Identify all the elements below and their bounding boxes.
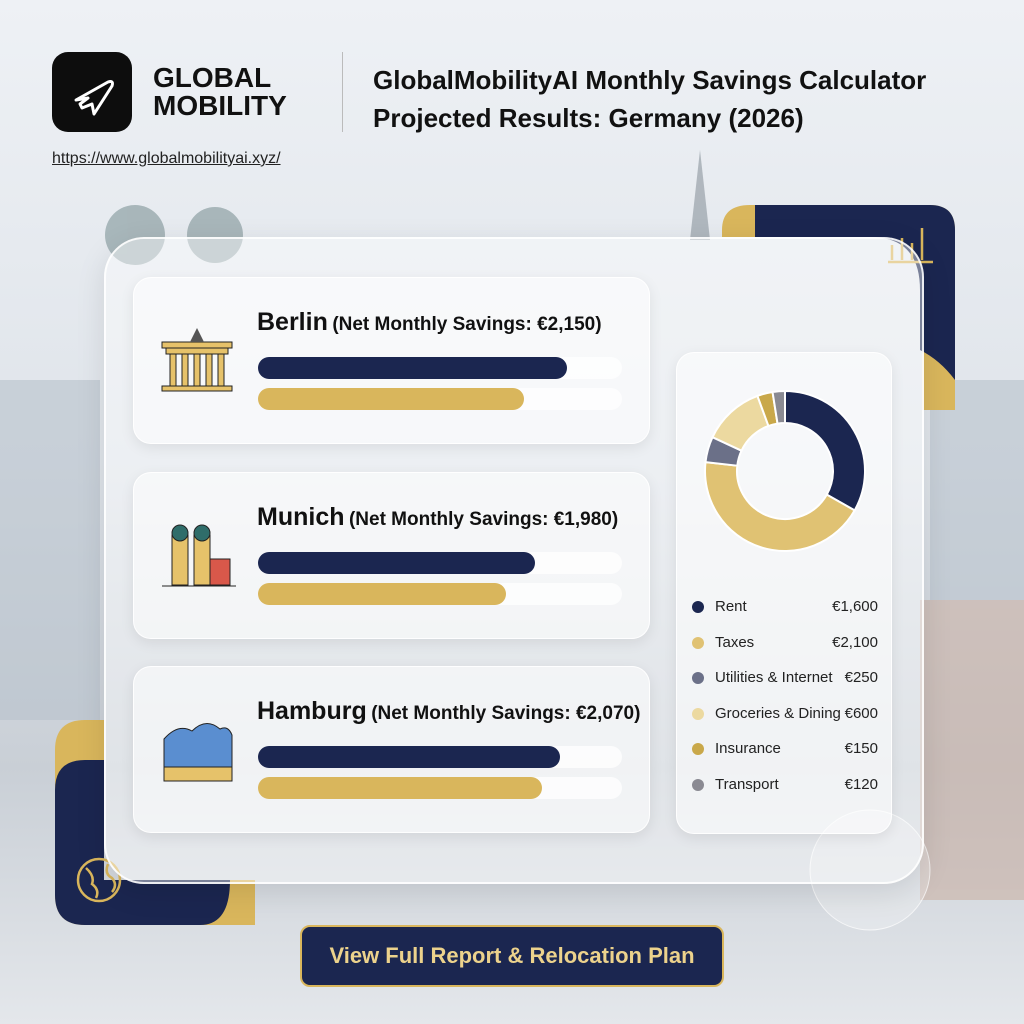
icon-shape xyxy=(165,347,229,355)
icon-shape xyxy=(217,353,225,387)
bar-track xyxy=(258,582,622,605)
report-button[interactable]: View Full Report & Relocation Plan xyxy=(300,925,724,987)
legend-swatch xyxy=(692,601,704,613)
bar xyxy=(258,777,542,799)
legend-name: Utilities & Internet xyxy=(715,669,833,687)
city-name: Berlin xyxy=(257,308,328,336)
legend-name: Insurance xyxy=(715,740,781,758)
city-savings: (Net Monthly Savings: €2,150) xyxy=(332,314,602,335)
legend-swatch xyxy=(692,636,704,649)
bar xyxy=(258,582,506,605)
icon-shape xyxy=(161,341,233,349)
bar-track xyxy=(258,357,622,379)
breakdown-card: Rent €1,600 Taxes €2,100 Utilities & Interne… xyxy=(676,352,892,834)
city-card: Munich (Net Monthly Savings: €1,980) xyxy=(133,471,650,639)
subtitle: Projected Results: Germany (2026) xyxy=(373,103,804,133)
legend-value: €120 xyxy=(844,776,878,793)
icon-shape xyxy=(181,353,189,387)
city-icon xyxy=(161,328,233,392)
legend-name: Transport xyxy=(715,776,779,793)
bar-track xyxy=(258,746,622,768)
legend-row: Utilities & Internet €250 xyxy=(692,668,878,688)
legend-name: Taxes xyxy=(715,633,755,651)
city-heading: Hamburg (Net Monthly Savings: €2,070) xyxy=(257,697,640,726)
city-card: Berlin (Net Monthly Savings: €2,150) xyxy=(133,277,650,444)
bar-track xyxy=(258,777,622,799)
logo-text: GLOBAL MOBILITY xyxy=(153,64,287,120)
icon-shape xyxy=(171,534,189,585)
icon-shape xyxy=(209,558,231,585)
legend-value: €1,600 xyxy=(832,598,878,615)
icon-shape xyxy=(193,353,201,387)
legend-row: Transport €120 xyxy=(692,775,878,795)
bar xyxy=(258,551,535,574)
legend-row: Insurance €150 xyxy=(692,739,878,759)
city-icon xyxy=(163,723,233,782)
city-heading: Munich (Net Monthly Savings: €1,980) xyxy=(257,503,618,532)
legend-swatch xyxy=(692,743,704,756)
divider xyxy=(342,52,343,132)
bar xyxy=(258,746,561,768)
donut-chart xyxy=(704,389,866,552)
icon-shape xyxy=(205,353,213,387)
logo-line: MOBILITY xyxy=(153,90,287,121)
url-link[interactable]: https://www.globalmobilityai.xyz/ xyxy=(52,150,281,167)
legend-value: €600 xyxy=(844,704,878,722)
legend-row: Taxes €2,100 xyxy=(692,633,878,653)
donut-segment xyxy=(784,389,866,512)
icon-shape xyxy=(193,534,211,585)
legend-value: €2,100 xyxy=(832,633,878,651)
logo-icon xyxy=(74,80,114,116)
bar-track xyxy=(258,388,622,410)
title-block: GlobalMobilityAI Monthly Savings Calcula… xyxy=(373,61,926,137)
logo xyxy=(52,52,132,132)
legend-value: €150 xyxy=(844,740,878,758)
icon-shape xyxy=(171,524,189,541)
city-savings: (Net Monthly Savings: €2,070) xyxy=(371,703,641,724)
city-name: Munich xyxy=(257,502,345,531)
legend-swatch xyxy=(692,672,704,685)
title: GlobalMobilityAI Monthly Savings Calcula… xyxy=(373,65,927,95)
bar xyxy=(258,388,524,410)
bar xyxy=(258,357,568,379)
legend-swatch xyxy=(692,779,704,791)
city-heading: Berlin (Net Monthly Savings: €2,150) xyxy=(257,308,602,337)
icon-shape xyxy=(163,766,233,782)
logo-line: GLOBAL xyxy=(153,62,272,93)
bar-track xyxy=(258,551,622,574)
icon-shape xyxy=(190,328,204,342)
icon-shape xyxy=(193,524,211,541)
icon-shape xyxy=(169,353,177,387)
city-icon xyxy=(162,524,236,586)
city-card: Hamburg (Net Monthly Savings: €2,070) xyxy=(133,666,650,833)
legend-name: Rent xyxy=(715,598,747,615)
donut-segment xyxy=(771,389,786,425)
icon-shape xyxy=(161,385,233,392)
donut-segment xyxy=(704,461,856,552)
icon-shape xyxy=(163,723,233,768)
legend-row: Groceries & Dining €600 xyxy=(692,704,878,724)
legend-row: Rent €1,600 xyxy=(692,597,878,617)
city-savings: (Net Monthly Savings: €1,980) xyxy=(348,508,619,530)
legend-swatch xyxy=(692,707,704,720)
legend-name: Groceries & Dining xyxy=(715,704,841,722)
city-name: Hamburg xyxy=(257,697,367,725)
legend-value: €250 xyxy=(844,669,878,687)
